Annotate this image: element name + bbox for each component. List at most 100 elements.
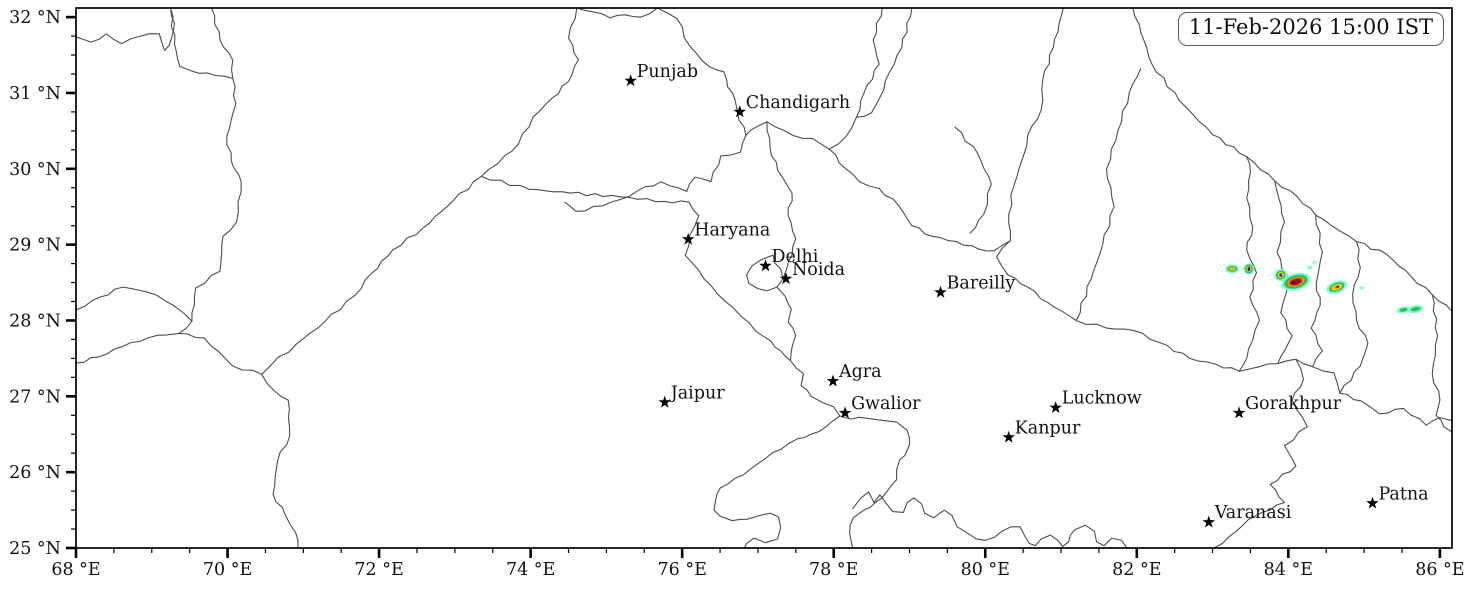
precip-cell <box>1359 286 1365 290</box>
boundary-line-delhi_outline <box>746 254 784 292</box>
x-axis-tick-label: 68 °E <box>51 560 100 580</box>
x-axis-tick-label: 76 °E <box>657 560 706 580</box>
city-label-punjab: Punjab <box>637 62 698 82</box>
city-label-varanasi: Varanasi <box>1214 503 1292 523</box>
city-marker-kanpur <box>1002 430 1015 443</box>
boundary-line-sindh_baloch_north <box>76 286 193 322</box>
precip-layer-red <box>1248 266 1250 269</box>
x-axis-tick-label: 72 °E <box>354 560 403 580</box>
city-marker-patna <box>1366 496 1379 509</box>
city-label-haryana: Haryana <box>694 220 770 240</box>
precip-layer-purple <box>1279 274 1282 277</box>
boundary-line-rajasthan_mp <box>713 415 841 548</box>
boundary-line-uk_nepal_border <box>1008 8 1064 242</box>
boundary-line-yamuna_lower <box>776 286 797 362</box>
y-axis-tick-label: 27 °N <box>9 387 61 407</box>
timestamp-badge: 11-Feb-2026 15:00 IST <box>1177 12 1444 47</box>
boundary-line-up_bihar <box>1213 358 1308 548</box>
x-axis-tick-label: 70 °E <box>203 560 252 580</box>
precip-cell <box>1326 280 1348 294</box>
city-label-jaipur: Jaipur <box>669 383 726 403</box>
boundary-line-hp_uk_ridge_a <box>828 8 883 150</box>
precip-layer-cyan <box>1359 286 1365 290</box>
city-label-agra: Agra <box>838 362 882 382</box>
x-axis-tick-label: 84 °E <box>1264 560 1313 580</box>
precip-cells <box>1225 260 1424 314</box>
boundary-line-rajasthan_north <box>480 175 792 362</box>
boundary-line-pk_kpk_branch <box>211 8 234 80</box>
city-label-noida: Noida <box>792 260 845 280</box>
precip-cell <box>1407 304 1424 314</box>
precip-layer-cyan <box>1307 265 1313 270</box>
precip-layer-navy <box>1291 281 1295 284</box>
y-axis-tick-label: 26 °N <box>9 463 61 483</box>
axis-ticks: 68 °E 70 °E 72 °E 74 °E 76 °E 78 °E 80 °E 82 °E… <box>9 8 1464 580</box>
precip-cell <box>1307 265 1313 270</box>
city-marker-haryana <box>682 232 695 245</box>
city-label-chandigarh: Chandigarh <box>746 93 850 113</box>
y-axis-tick-label: 28 °N <box>9 311 61 331</box>
y-axis-tick-label: 31 °N <box>9 84 61 104</box>
x-axis-tick-label: 74 °E <box>506 560 555 580</box>
precip-layer-green <box>1410 306 1421 312</box>
city-marker-bareilly <box>934 285 947 298</box>
boundary-line-baloch_north_wavy <box>76 8 176 52</box>
x-axis-tick-label: 80 °E <box>961 560 1010 580</box>
boundary-line-pk_punjab_west <box>170 8 263 375</box>
precip-layer-orange <box>1230 268 1234 270</box>
city-label-bareilly: Bareilly <box>947 273 1016 293</box>
boundary-line-indo_pak_border <box>261 8 579 548</box>
city-marker-chandigarh <box>733 105 746 118</box>
precip-layer-navy <box>1336 285 1340 288</box>
boundary-lines <box>76 8 1452 548</box>
city-marker-lucknow <box>1049 401 1062 413</box>
precip-layer-cyan <box>1312 260 1317 264</box>
city-label-gwalior: Gwalior <box>851 394 921 414</box>
boundary-line-nepal_china_border <box>1132 8 1452 312</box>
boundary-line-nepal_zone_2 <box>1238 156 1261 372</box>
boundary-line-hp_uk_ridge_b <box>855 8 913 118</box>
city-marker-gorakhpur <box>1232 406 1246 419</box>
boundary-line-uk_internal <box>954 126 992 234</box>
city-marker-varanasi <box>1202 515 1216 528</box>
x-axis-tick-label: 82 °E <box>1112 560 1161 580</box>
city-label-gorakhpur: Gorakhpur <box>1245 394 1342 414</box>
boundary-line-chambal_up_mp <box>789 360 911 548</box>
city-marker-noida <box>779 272 793 285</box>
city-marker-delhi <box>759 259 772 272</box>
map-frame <box>75 7 1453 549</box>
boundary-line-mp_up_bottom <box>852 491 1128 548</box>
city-marker-agra <box>826 374 840 387</box>
timestamp-text: 11-Feb-2026 15:00 IST <box>1188 15 1433 39</box>
boundary-line-hp_uk_south <box>745 121 1011 252</box>
boundary-line-nepal_zone_6 <box>1431 294 1452 433</box>
precip-cell <box>1274 268 1288 282</box>
precip-cell <box>1225 264 1240 274</box>
x-axis-tick-label: 86 °E <box>1415 560 1464 580</box>
boundary-line-yamuna_upper <box>766 121 797 280</box>
boundary-line-punjab_state_north <box>576 8 658 19</box>
boundary-line-nepal_south_border <box>996 240 1452 426</box>
city-label-delhi: Delhi <box>772 247 819 267</box>
boundary-line-nepal_zone_4 <box>1310 214 1323 368</box>
city-marker-jaipur <box>658 395 671 408</box>
precip-cell <box>1281 272 1311 291</box>
precip-layer-green <box>1399 307 1408 312</box>
precip-cell <box>1312 260 1317 264</box>
city-marker-gwalior <box>838 406 852 419</box>
y-axis-tick-label: 30 °N <box>9 160 61 180</box>
precip-cell <box>1396 306 1411 314</box>
city-label-kanpur: Kanpur <box>1015 418 1081 438</box>
city-marker-punjab <box>624 74 637 87</box>
city-label-lucknow: Lucknow <box>1062 389 1142 409</box>
y-axis-tick-label: 29 °N <box>9 236 61 256</box>
y-axis-tick-label: 25 °N <box>9 539 61 559</box>
y-axis-tick-label: 32 °N <box>9 8 61 28</box>
boundary-line-nepal_zone_1 <box>1075 68 1142 322</box>
boundary-line-nepal_zone_5 <box>1339 241 1369 394</box>
city-label-patna: Patna <box>1378 484 1428 504</box>
precip-cell <box>1243 263 1255 275</box>
